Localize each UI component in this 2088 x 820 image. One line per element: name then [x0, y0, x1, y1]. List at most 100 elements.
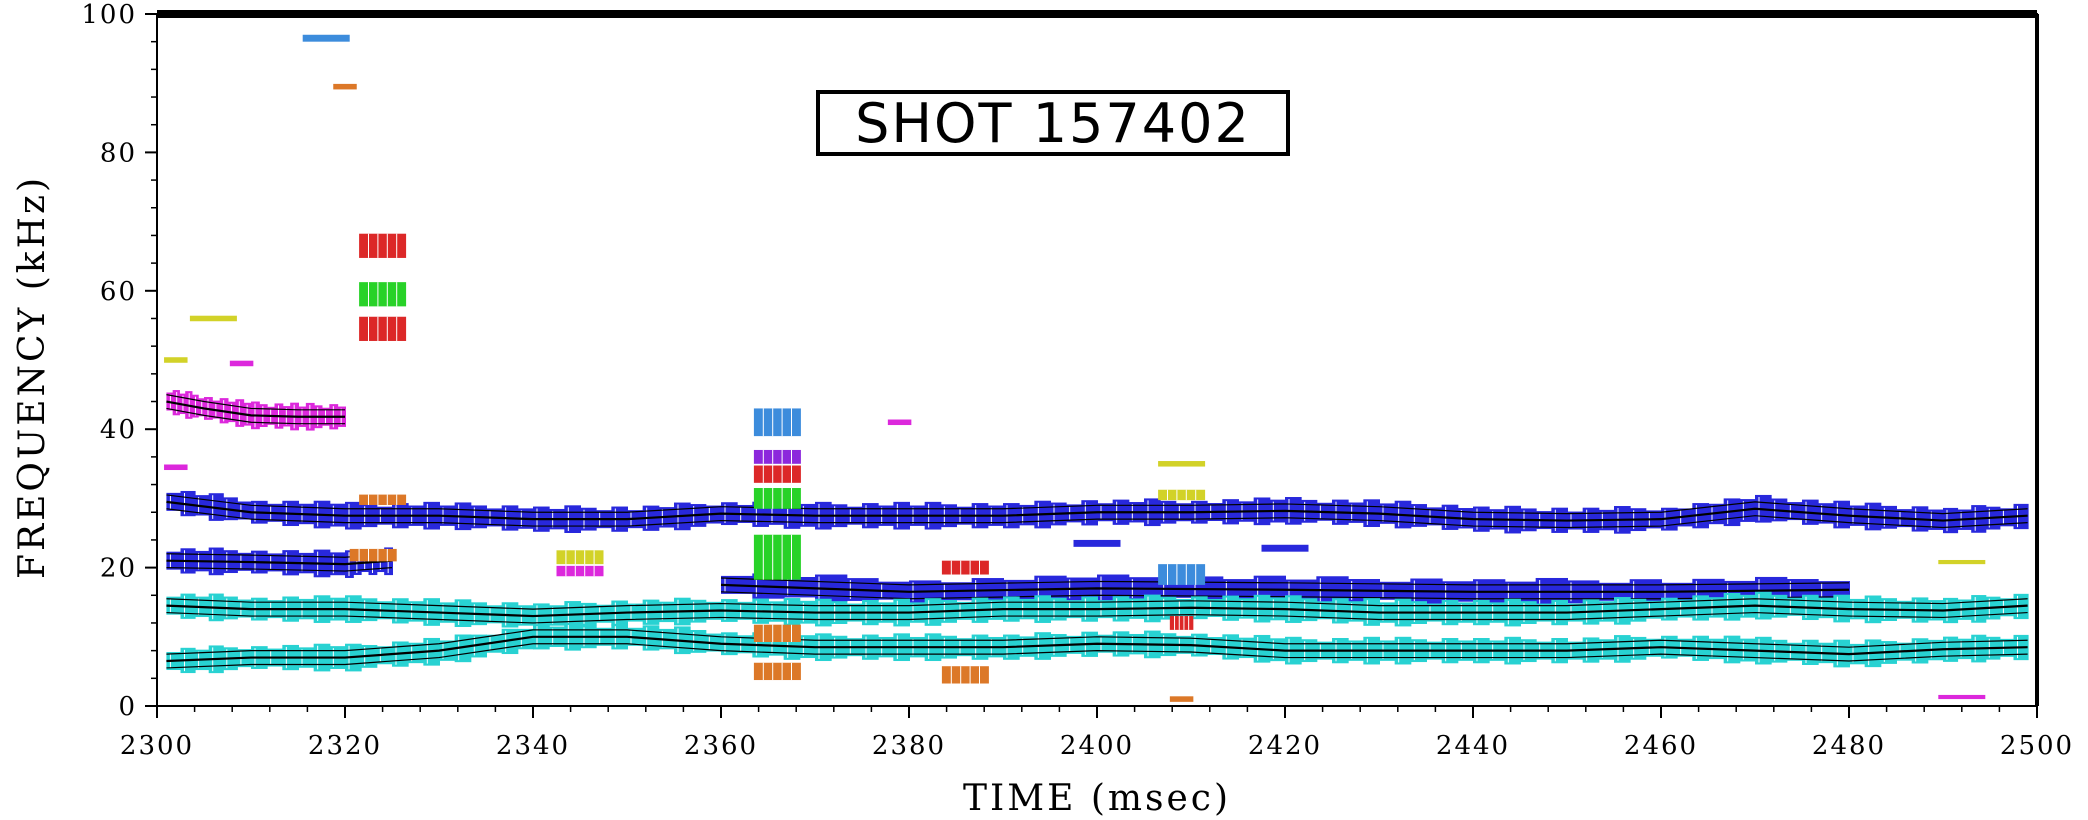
spectral-marker: [753, 408, 801, 437]
marker-fill: [753, 534, 801, 580]
spectral-marker: [887, 419, 912, 426]
mode-outline-upper: [166, 494, 2028, 515]
spectral-marker: [941, 560, 989, 575]
marker-fill: [887, 419, 912, 426]
marker-fill: [164, 464, 188, 471]
marker-fill: [1169, 696, 1194, 702]
mode-track-5: [166, 390, 346, 431]
x-tick-label: 2340: [496, 731, 570, 761]
spectral-marker: [941, 666, 989, 684]
marker-fill: [1158, 564, 1206, 585]
marker-fill: [1158, 461, 1206, 467]
spectral-marker: [1938, 559, 1986, 565]
y-tick-label: 60: [100, 277, 137, 307]
marker-fill: [941, 666, 989, 684]
chart-marks: [164, 34, 2029, 702]
spectral-marker: [556, 565, 604, 577]
mode-outline-upper: [166, 629, 2028, 655]
spectral-marker: [1938, 694, 1986, 700]
spectral-marker: [1158, 564, 1206, 585]
mode-outline-lower: [166, 407, 345, 425]
x-tick-label: 2460: [1624, 731, 1698, 761]
spectral-marker: [1158, 461, 1206, 467]
spectral-marker: [753, 465, 801, 483]
x-tick-label: 2420: [1248, 731, 1322, 761]
marker-fill: [753, 662, 801, 681]
chart-axes: 0 20 40 60 80 100 2300 2320 2340 2360 2380 2400 2420…: [81, 0, 2074, 761]
mode-outline-lower: [166, 567, 393, 572]
spectral-marker: [1169, 616, 1194, 630]
spectral-marker: [359, 233, 407, 258]
spectral-marker: [556, 550, 604, 565]
shot-label-box: SHOT 157402: [816, 90, 1290, 156]
spectral-marker: [333, 83, 357, 90]
y-tick-label: 20: [100, 554, 137, 584]
mode-centre-line: [166, 635, 2028, 663]
spectral-marker: [1169, 696, 1194, 702]
mode-outline-upper: [166, 394, 345, 411]
marker-fill: [359, 282, 407, 307]
mode-outline-lower: [166, 611, 2028, 624]
marker-fill: [1938, 694, 1986, 700]
spectral-marker: [229, 360, 254, 367]
spectral-marker: [359, 316, 407, 341]
spectral-marker: [1158, 489, 1206, 501]
marker-fill: [556, 565, 604, 577]
spectral-marker: [189, 315, 237, 322]
y-axis-title: FREQUENCY (kHz): [12, 175, 53, 579]
spectral-marker: [359, 282, 407, 307]
marker-fill: [1158, 489, 1206, 501]
marker-fill: [229, 360, 254, 367]
y-tick-label: 100: [81, 0, 137, 30]
spectral-marker: [753, 534, 801, 580]
marker-fill: [302, 34, 350, 42]
x-tick-label: 2440: [1436, 731, 1510, 761]
x-tick-label: 2500: [2000, 731, 2074, 761]
marker-fill: [189, 315, 237, 322]
mode-track-0: [166, 490, 2029, 534]
marker-fill: [359, 316, 407, 341]
mode-centre-line: [166, 604, 2028, 618]
x-tick-label: 2300: [120, 731, 194, 761]
marker-fill: [753, 465, 801, 483]
x-tick-label: 2360: [684, 731, 758, 761]
chart-title: SHOT 157402: [855, 92, 1251, 155]
spectral-marker: [164, 464, 188, 471]
mode-centre-line: [166, 500, 2028, 522]
mode-outline-lower: [166, 643, 2028, 669]
marker-fill: [941, 560, 989, 575]
marker-fill: [359, 233, 407, 258]
marker-fill: [556, 550, 604, 565]
marker-fill: [359, 494, 407, 505]
spectral-marker: [349, 548, 397, 562]
marker-fill: [333, 83, 357, 90]
marker-fill: [753, 408, 801, 437]
y-tick-label: 0: [118, 692, 137, 722]
x-tick-label: 2480: [1812, 731, 1886, 761]
marker-fill: [164, 357, 188, 363]
spectral-marker: [753, 488, 801, 509]
mode-outline-upper: [166, 598, 2028, 610]
mode-centre-line: [166, 559, 393, 566]
marker-fill: [753, 488, 801, 509]
spectral-marker: [302, 34, 350, 42]
spectral-marker: [359, 494, 407, 505]
spectral-marker: [1261, 544, 1309, 552]
x-axis-title: TIME (msec): [963, 778, 1231, 819]
spectral-marker: [1073, 539, 1121, 547]
mode-outline-upper: [720, 577, 1850, 586]
x-tick-label: 2320: [308, 731, 382, 761]
mode-track-3: [166, 591, 2029, 629]
marker-fill: [1073, 539, 1121, 547]
mode-centre-line: [166, 400, 345, 418]
y-tick-label: 80: [100, 138, 137, 168]
spectral-marker: [164, 357, 188, 363]
spectral-marker: [753, 624, 801, 642]
spectral-marker: [753, 449, 801, 464]
marker-fill: [1261, 544, 1309, 552]
marker-fill: [753, 449, 801, 464]
marker-fill: [1169, 616, 1194, 630]
x-tick-label: 2400: [1060, 731, 1134, 761]
marker-fill: [1938, 559, 1986, 565]
